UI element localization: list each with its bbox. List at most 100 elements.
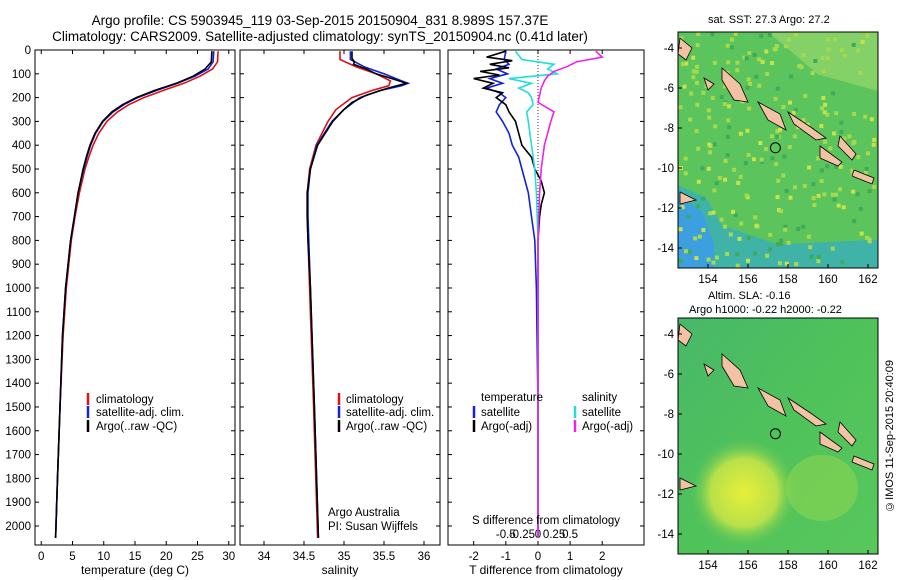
sst-pixel [711, 210, 716, 215]
sst-pixel [735, 263, 740, 268]
sst-pixel [726, 104, 731, 109]
sst-pixel [712, 142, 717, 147]
sst-pixel [791, 110, 796, 115]
series-argo-raw-qc [54, 51, 213, 538]
sst-pixel [759, 33, 764, 38]
sst-pixel [784, 188, 789, 193]
land-island [851, 455, 875, 471]
sst-pixel [774, 44, 779, 49]
sst-pixel [773, 96, 778, 101]
sst-pixel [836, 203, 841, 208]
depth-tick-label: 1500 [5, 402, 31, 414]
sst-pixel [825, 164, 830, 169]
sst-pixel [859, 231, 864, 236]
sst-pixel [723, 84, 728, 89]
series-t-argo-adj [473, 50, 546, 538]
s-tick-label: -0.5 [496, 529, 516, 541]
depth-tick-label: 300 [12, 116, 31, 128]
series-s-argo-adj [537, 50, 604, 538]
sst-pixel [796, 226, 801, 231]
sst-pixel [678, 105, 683, 110]
sst-pixel [727, 125, 732, 130]
sst-pixel [787, 145, 792, 150]
sst-pixel [710, 32, 715, 37]
sst-pixel [869, 117, 874, 122]
sst-pixel [723, 177, 728, 182]
land-island [756, 386, 787, 417]
sst-map: 154 156 158 160 162 -4 -6 -8 -10 -12 -14 [657, 31, 879, 286]
figure-title-line-1: Argo profile: CS 5903945_119 03-Sep-2015… [91, 13, 549, 28]
sst-pixel [746, 77, 751, 82]
sla-high-anomaly [688, 436, 800, 550]
sst-pixel [697, 234, 702, 239]
sst-pixel [696, 179, 701, 184]
sst-pixel [694, 129, 699, 134]
sst-pixel [719, 95, 724, 100]
sst-pixel [866, 151, 871, 156]
sst-pixel [825, 112, 830, 117]
sst-pixel [811, 182, 816, 187]
sst-pixel [802, 183, 807, 188]
sst-pixel [711, 260, 716, 265]
legend-s-argo-label: Argo(-adj) [582, 421, 633, 433]
sst-pixel [694, 69, 699, 74]
sla-map-title-2: Argo h1000: -0.22 h2000: -0.22 [689, 304, 842, 316]
sst-pixel [754, 223, 759, 228]
sst-pixel [678, 227, 683, 232]
sst-pixel [797, 63, 802, 68]
sst-pixel [776, 178, 781, 183]
sst-pixel [839, 120, 844, 125]
sst-pixel [812, 203, 817, 208]
sst-pixel [733, 32, 738, 37]
sst-pixel [783, 44, 788, 49]
x-tick-label: -1 [501, 551, 511, 563]
lat-tick-label: -12 [657, 489, 674, 501]
legend-s-satellite-label: satellite [582, 407, 621, 419]
sst-pixel [763, 147, 768, 152]
sst-pixel [801, 53, 806, 58]
sst-map-title: sat. SST: 27.3 Argo: 27.2 [708, 14, 830, 26]
sst-pixel [752, 251, 757, 256]
sst-pixel [693, 236, 698, 241]
s-tick-label: 0.5 [562, 529, 578, 541]
sst-pixel [751, 157, 756, 162]
sst-pixel [707, 115, 712, 120]
land-island [786, 110, 827, 141]
sst-pixel [830, 192, 835, 197]
sst-pixel [680, 62, 685, 67]
x-tick-label: 34.5 [293, 551, 315, 563]
t-difference-axis-label: T difference from climatology [469, 563, 623, 577]
temperature-legend: climatology satellite-adj. clim. Argo(..… [86, 393, 184, 433]
sst-pixel [801, 117, 806, 122]
sst-pixel [781, 105, 786, 110]
sst-pixel [694, 256, 699, 261]
sst-pixel [825, 56, 830, 61]
sst-pixel [723, 158, 728, 163]
lon-tick-label: 158 [778, 274, 797, 286]
sst-pixel [746, 152, 751, 157]
land-island [677, 323, 693, 347]
x-tick-label: 5 [69, 551, 75, 563]
sst-pixel [684, 61, 689, 66]
lat-tick-label: -8 [664, 123, 674, 135]
sst-pixel [809, 254, 814, 259]
sst-pixel [735, 252, 740, 257]
sst-pixel [792, 185, 797, 190]
difference-plot-frame [447, 49, 645, 546]
sst-warm-region [768, 32, 878, 91]
land-island [703, 77, 715, 91]
lat-tick-label: -6 [664, 83, 674, 95]
attribution-line-2: PI: Susan Wijffels [328, 521, 418, 533]
sst-pixel [784, 261, 789, 266]
sst-pixel [779, 209, 784, 214]
sst-pixel [695, 102, 700, 107]
sst-pixel [788, 195, 793, 200]
sst-pixel [701, 228, 706, 233]
x-tick-label: 36 [418, 551, 431, 563]
lon-tick-label: 154 [698, 560, 718, 572]
s-tick-label: 0.25 [543, 529, 565, 541]
sst-pixel [775, 129, 780, 134]
sst-pixel [852, 111, 857, 116]
depth-tick-label: 1800 [5, 473, 31, 485]
sst-pixel [872, 137, 877, 142]
